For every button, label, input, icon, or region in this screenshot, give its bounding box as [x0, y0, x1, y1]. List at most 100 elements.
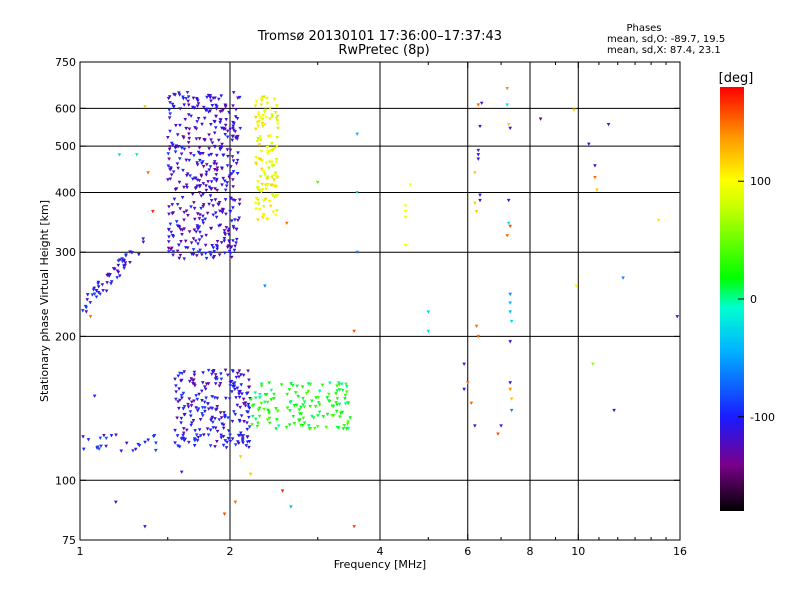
- cluster-point: [224, 118, 229, 122]
- cluster-point: [229, 255, 234, 259]
- cluster-point: [343, 402, 348, 406]
- cluster-point: [184, 97, 188, 101]
- cluster-point: [306, 389, 311, 394]
- cluster-point: [187, 158, 192, 163]
- cluster-point: [251, 403, 256, 407]
- cluster-point: [231, 159, 236, 163]
- data-point: [474, 324, 479, 329]
- cluster-point: [215, 429, 220, 434]
- cluster-point: [256, 202, 261, 206]
- cluster-point: [265, 184, 270, 188]
- cluster-point: [214, 107, 219, 111]
- cluster-point: [188, 152, 193, 156]
- cluster-point: [201, 203, 206, 207]
- data-point: [473, 201, 477, 205]
- data-point: [426, 310, 431, 314]
- cluster-point: [177, 93, 182, 97]
- cluster-point: [182, 227, 187, 231]
- cluster-point: [96, 445, 100, 449]
- cluster-point: [260, 121, 265, 126]
- cluster-point: [206, 93, 211, 98]
- cluster-point: [213, 373, 218, 377]
- cluster-point: [193, 438, 198, 442]
- cluster-point: [174, 124, 178, 128]
- cluster-point: [258, 158, 263, 162]
- cluster-point: [225, 135, 230, 139]
- cluster-point: [237, 390, 241, 394]
- cluster-point: [228, 380, 233, 385]
- cluster-point: [297, 408, 302, 412]
- cluster-point: [184, 183, 189, 187]
- cluster-point: [198, 434, 203, 438]
- cluster-point: [207, 147, 211, 151]
- cluster-point: [190, 192, 195, 197]
- cluster-point: [115, 269, 120, 273]
- data-point: [509, 319, 514, 324]
- chart-subtitle: RwPretec (8p): [338, 43, 429, 58]
- cluster-point: [270, 115, 275, 119]
- cluster-point: [212, 177, 216, 181]
- cluster-point: [212, 144, 217, 149]
- cluster-point: [193, 176, 197, 180]
- cluster-point: [221, 443, 226, 448]
- cluster-point: [267, 416, 272, 421]
- cluster-point: [186, 402, 190, 407]
- cluster-point: [220, 422, 224, 426]
- cluster-point: [264, 187, 269, 191]
- cluster-point: [346, 401, 351, 406]
- cluster-point: [186, 213, 190, 218]
- cluster-point: [284, 425, 289, 430]
- cluster-point: [220, 126, 224, 130]
- cluster-point: [104, 444, 108, 449]
- cluster-point: [266, 408, 270, 412]
- cluster-point: [265, 400, 270, 404]
- cluster-point: [279, 383, 284, 387]
- cluster-point: [201, 160, 205, 164]
- cluster-point: [131, 449, 135, 453]
- cluster-point: [294, 403, 299, 407]
- cluster-point: [232, 248, 237, 253]
- cluster-point: [265, 177, 269, 181]
- cluster-point: [180, 372, 184, 376]
- x-tick-label: 2: [227, 545, 234, 558]
- cluster-point: [184, 158, 189, 162]
- cluster-point: [231, 91, 236, 95]
- cluster-point: [219, 241, 224, 245]
- cluster-point: [243, 404, 248, 408]
- colorbar-tick-label: 0: [750, 293, 757, 306]
- data-point: [499, 424, 503, 428]
- cluster-point: [196, 250, 201, 254]
- cluster-point: [215, 377, 219, 381]
- cluster-point: [217, 384, 222, 388]
- cluster-point: [137, 253, 141, 257]
- cluster-point: [169, 167, 173, 171]
- cluster-point: [171, 253, 175, 257]
- cluster-point: [218, 145, 223, 149]
- cluster-point: [269, 183, 274, 187]
- x-tick-label: 8: [527, 545, 534, 558]
- cluster-point: [259, 401, 264, 406]
- cluster-point: [225, 164, 230, 168]
- cluster-point: [192, 373, 197, 377]
- cluster-point: [269, 398, 274, 402]
- data-point: [612, 408, 616, 413]
- cluster-point: [181, 168, 185, 173]
- cluster-point: [238, 419, 242, 424]
- cluster-point: [208, 194, 213, 198]
- cluster-point: [310, 399, 314, 403]
- data-point: [572, 108, 576, 112]
- cluster-point: [225, 148, 230, 152]
- cluster-point: [202, 385, 207, 389]
- cluster-point: [114, 433, 118, 437]
- colorbar-tick-label: -100: [750, 411, 775, 424]
- cluster-point: [124, 253, 128, 257]
- data-point: [606, 123, 611, 127]
- cluster-point: [256, 408, 261, 412]
- data-point: [506, 123, 511, 127]
- cluster-point: [196, 116, 201, 121]
- cluster-point: [181, 407, 186, 411]
- cluster-point: [197, 137, 202, 141]
- data-point: [134, 153, 139, 157]
- cluster-point: [172, 197, 177, 201]
- data-point: [591, 362, 595, 366]
